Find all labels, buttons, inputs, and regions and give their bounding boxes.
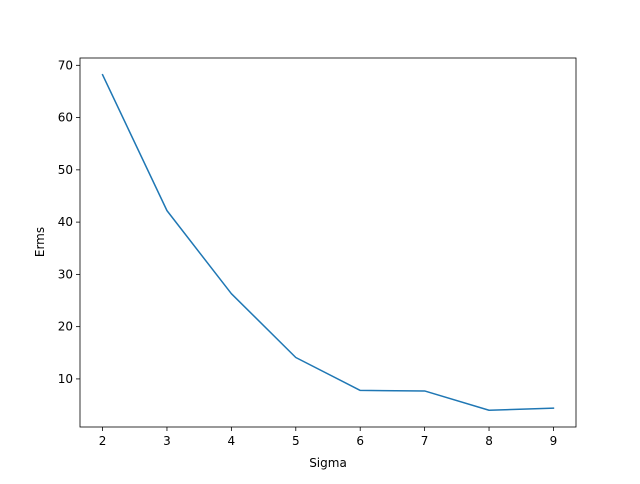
x-tick-label: 7 bbox=[421, 434, 429, 448]
y-tick-label: 70 bbox=[58, 58, 73, 72]
x-tick-label: 3 bbox=[163, 434, 171, 448]
x-tick-label: 4 bbox=[228, 434, 236, 448]
plot-frame bbox=[79, 57, 577, 428]
x-tick-label: 6 bbox=[356, 434, 364, 448]
y-axis: 10 20 30 40 50 60 70 bbox=[58, 58, 80, 386]
y-tick-label: 20 bbox=[58, 320, 73, 334]
y-tick-label: 40 bbox=[58, 215, 73, 229]
x-tick-label: 2 bbox=[99, 434, 107, 448]
y-axis-label: Erms bbox=[33, 227, 47, 257]
x-axis: 2 3 4 5 6 7 8 9 bbox=[99, 427, 558, 448]
x-tick-label: 9 bbox=[550, 434, 558, 448]
y-tick-label: 30 bbox=[58, 267, 73, 281]
x-tick-label: 5 bbox=[292, 434, 300, 448]
series-line-0 bbox=[101, 73, 555, 412]
y-tick-label: 50 bbox=[58, 163, 73, 177]
y-tick-label: 10 bbox=[58, 372, 73, 386]
x-tick-label: 8 bbox=[485, 434, 493, 448]
plot-area bbox=[79, 57, 577, 428]
x-axis-label: Sigma bbox=[309, 456, 347, 470]
y-tick-label: 60 bbox=[58, 111, 73, 125]
